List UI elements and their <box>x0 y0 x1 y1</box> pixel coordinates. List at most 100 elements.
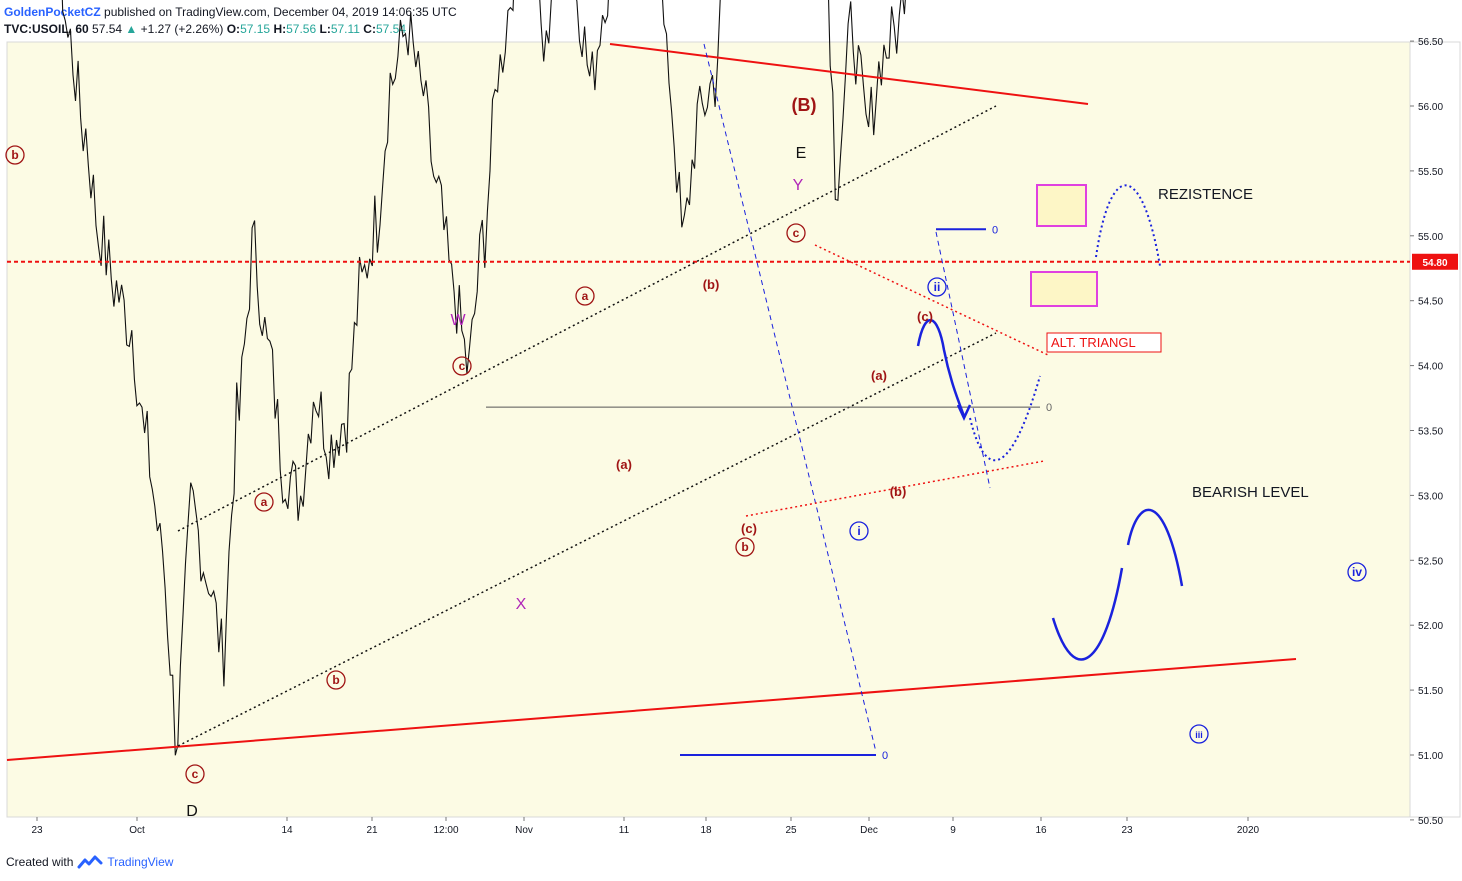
wave-label: a <box>261 495 268 509</box>
author-link[interactable]: GoldenPocketCZ <box>4 5 101 19</box>
wave-label-circle <box>927 277 947 297</box>
x-tick-label: 23 <box>1121 825 1133 836</box>
x-tick-label: 16 <box>1035 825 1047 836</box>
up-arrow-icon: ▲ <box>125 22 138 36</box>
projection-path <box>916 319 966 417</box>
resistance-trendline <box>609 43 1089 105</box>
fib-diagonal-line <box>703 43 877 753</box>
wave-label-circle <box>1347 562 1367 582</box>
wave-label: (c) <box>741 521 757 536</box>
y-tick-label: 50.50 <box>1418 816 1443 827</box>
annotation-text: ALT. TRIANGL <box>1051 335 1136 350</box>
y-tick-label: 53.00 <box>1418 491 1443 502</box>
high-label: H: <box>273 22 287 36</box>
x-tick-label: 11 <box>619 825 630 836</box>
fib-level-label: 0 <box>882 750 888 762</box>
y-tick-label: 52.50 <box>1418 556 1443 567</box>
y-tick-label: 52.00 <box>1418 621 1443 632</box>
wave-label: (b) <box>703 277 720 292</box>
close-label: C: <box>363 22 376 36</box>
wave-label-circle <box>575 286 595 306</box>
wave-label-circle <box>5 145 25 165</box>
y-tick-label: 53.50 <box>1418 427 1443 438</box>
x-tick-label: 21 <box>366 825 378 836</box>
chart-header: GoldenPocketCZ published on TradingView.… <box>4 4 457 38</box>
wave-label: c <box>459 359 466 373</box>
tradingview-link[interactable]: TradingView <box>107 855 174 869</box>
wave-label: b <box>741 540 748 554</box>
wave-label-circle <box>326 670 346 690</box>
wave-label: (a) <box>616 457 632 472</box>
fib-diagonal-line <box>935 231 991 489</box>
plot-area <box>6 41 1411 818</box>
wave-label-circle <box>786 223 806 243</box>
last-price: 57.54 <box>92 22 123 36</box>
y-tick-label: 51.50 <box>1418 686 1443 697</box>
fib-level-label: 0 <box>992 224 998 236</box>
fib-level-label: 0 <box>1046 402 1052 414</box>
wave-label: c <box>192 767 199 781</box>
wave-label: D <box>186 803 198 820</box>
wave-label: b <box>332 673 339 687</box>
wave-label-circle <box>185 764 205 784</box>
tradingview-logo-icon <box>77 855 103 869</box>
wave-label: X <box>516 596 527 613</box>
wave-label: iii <box>1195 730 1203 740</box>
wave-label: (b) <box>890 484 907 499</box>
channel-upper-line <box>177 105 997 532</box>
wave-label: iv <box>1352 565 1362 579</box>
alt-triangle-box <box>1046 332 1162 353</box>
created-with-label: Created with <box>6 855 74 869</box>
x-tick-label: Nov <box>515 825 533 836</box>
annotation-text: REZISTENCE <box>1158 186 1253 203</box>
footer: Created with TradingView <box>6 855 173 869</box>
publish-line: GoldenPocketCZ published on TradingView.… <box>4 4 457 21</box>
wave-label-circle <box>849 521 869 541</box>
low-value: 57.11 <box>330 22 360 36</box>
y-tick-label: 55.00 <box>1418 232 1443 243</box>
x-tick-label: 2020 <box>1237 825 1260 836</box>
price-change: +1.27 (+2.26%) <box>140 22 224 36</box>
wave-label: i <box>857 524 860 538</box>
projection-path <box>1051 567 1124 661</box>
price-axis-panel <box>1409 41 1461 818</box>
y-tick-label: 55.50 <box>1418 167 1443 178</box>
ohlc-line: TVC:USOIL, 60 57.54 ▲ +1.27 (+2.26%) O:5… <box>4 21 457 38</box>
x-tick-label: Oct <box>129 825 145 836</box>
wave-label: (c) <box>917 309 933 324</box>
projection-path-dotted <box>969 375 1041 462</box>
x-tick-label: 25 <box>785 825 797 836</box>
y-tick-label: 54.00 <box>1418 362 1443 373</box>
price-series-line <box>61 0 906 756</box>
arrow-head-icon <box>956 404 972 421</box>
annotation-text: BEARISH LEVEL <box>1192 484 1309 501</box>
publish-info: published on TradingView.com, December 0… <box>104 5 457 19</box>
open-label: O: <box>226 22 241 36</box>
projection-path-dotted <box>1095 184 1161 267</box>
wave-label-circle <box>1189 724 1209 744</box>
x-tick-label: 14 <box>281 825 293 836</box>
x-tick-label: 9 <box>950 825 956 836</box>
target-box-0786 <box>1030 271 1098 307</box>
x-tick-label: 23 <box>31 825 43 836</box>
y-tick-label: 51.00 <box>1418 751 1443 762</box>
wave-label: W <box>450 312 466 329</box>
wave-label: (a) <box>871 368 887 383</box>
price-badge-label: 54.80 <box>1422 258 1447 269</box>
wave-label: ii <box>934 280 941 294</box>
wave-label: Y <box>793 177 804 194</box>
price-badge <box>1412 253 1458 270</box>
wave-label-circle <box>452 356 472 376</box>
wave-label-circle <box>735 537 755 557</box>
wave-label: E <box>796 145 807 162</box>
low-label: L: <box>319 22 331 36</box>
high-value: 57.56 <box>286 22 317 36</box>
support-trendline <box>6 658 1297 761</box>
y-tick-label: 54.50 <box>1418 297 1443 308</box>
x-tick-label: Dec <box>860 825 878 836</box>
x-tick-label: 18 <box>700 825 712 836</box>
y-tick-label: 56.50 <box>1418 37 1443 48</box>
wave-label: a <box>582 289 589 303</box>
projection-path <box>1126 508 1184 587</box>
